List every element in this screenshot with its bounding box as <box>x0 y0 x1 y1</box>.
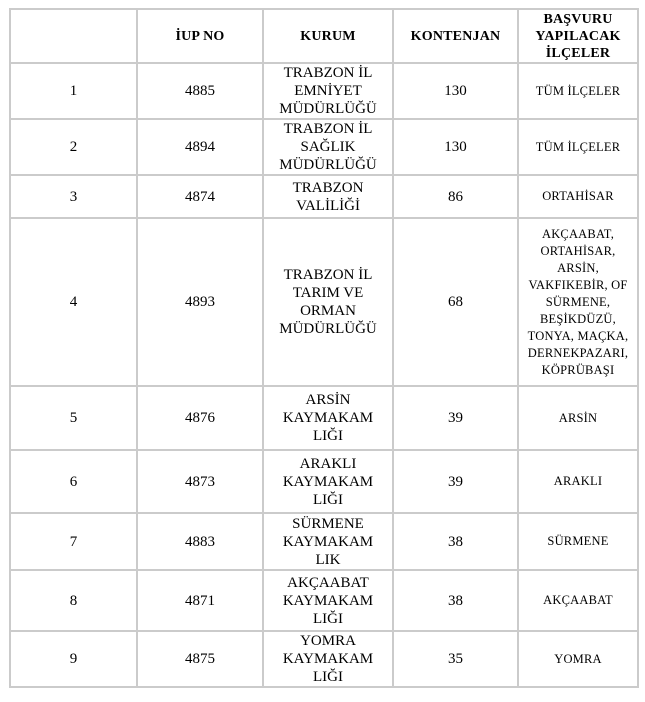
kontenjan-cell: 35 <box>392 630 519 688</box>
kurum-cell: TRABZON VALİLİĞİ <box>262 174 394 219</box>
kontenjan-cell: 38 <box>392 569 519 632</box>
row-number-cell: 4 <box>9 217 138 387</box>
row-number-cell: 5 <box>9 385 138 451</box>
row-number-cell: 7 <box>9 512 138 571</box>
iup-no-cell: 4894 <box>136 118 264 176</box>
ilceler-cell: ARAKLI <box>517 449 639 514</box>
header-row: İUP NO KURUM KONTENJAN BAŞVURU YAPILACAK… <box>9 8 639 64</box>
table-row: 4 4893 TRABZON İL TARIM VE ORMAN MÜDÜRLÜ… <box>9 217 639 387</box>
ilceler-cell: TÜM İLÇELER <box>517 118 639 176</box>
internship-quota-table: İUP NO KURUM KONTENJAN BAŞVURU YAPILACAK… <box>9 8 639 688</box>
kurum-cell: ARAKLI KAYMAKAM LIĞI <box>262 449 394 514</box>
ilceler-cell: ARSİN <box>517 385 639 451</box>
kontenjan-cell: 130 <box>392 118 519 176</box>
row-number-cell: 6 <box>9 449 138 514</box>
table-row: 5 4876 ARSİN KAYMAKAM LIĞI 39 ARSİN <box>9 385 639 451</box>
iup-no-cell: 4883 <box>136 512 264 571</box>
table-row: 3 4874 TRABZON VALİLİĞİ 86 ORTAHİSAR <box>9 174 639 219</box>
table-row: 7 4883 SÜRMENE KAYMAKAM LIK 38 SÜRMENE <box>9 512 639 571</box>
kontenjan-cell: 86 <box>392 174 519 219</box>
header-kurum: KURUM <box>262 8 394 64</box>
kontenjan-cell: 68 <box>392 217 519 387</box>
iup-no-cell: 4875 <box>136 630 264 688</box>
table-row: 1 4885 TRABZON İL EMNİYET MÜDÜRLÜĞÜ 130 … <box>9 62 639 120</box>
row-number-cell: 8 <box>9 569 138 632</box>
table-header: İUP NO KURUM KONTENJAN BAŞVURU YAPILACAK… <box>9 8 639 64</box>
kurum-cell: ARSİN KAYMAKAM LIĞI <box>262 385 394 451</box>
header-blank-cell <box>9 8 138 64</box>
kontenjan-cell: 39 <box>392 449 519 514</box>
table-row: 6 4873 ARAKLI KAYMAKAM LIĞI 39 ARAKLI <box>9 449 639 514</box>
ilceler-cell: AKÇAABAT <box>517 569 639 632</box>
kontenjan-cell: 130 <box>392 62 519 120</box>
row-number-cell: 2 <box>9 118 138 176</box>
ilceler-cell: ORTAHİSAR <box>517 174 639 219</box>
iup-no-cell: 4873 <box>136 449 264 514</box>
ilceler-cell: SÜRMENE <box>517 512 639 571</box>
header-iup-no: İUP NO <box>136 8 264 64</box>
kurum-cell: TRABZON İL TARIM VE ORMAN MÜDÜRLÜĞÜ <box>262 217 394 387</box>
kontenjan-cell: 39 <box>392 385 519 451</box>
row-number-cell: 3 <box>9 174 138 219</box>
row-number-cell: 1 <box>9 62 138 120</box>
kurum-cell: SÜRMENE KAYMAKAM LIK <box>262 512 394 571</box>
iup-no-cell: 4876 <box>136 385 264 451</box>
iup-no-cell: 4885 <box>136 62 264 120</box>
ilceler-cell: TÜM İLÇELER <box>517 62 639 120</box>
kurum-cell: YOMRA KAYMAKAM LIĞI <box>262 630 394 688</box>
iup-no-cell: 4893 <box>136 217 264 387</box>
ilceler-cell: YOMRA <box>517 630 639 688</box>
kurum-cell: AKÇAABAT KAYMAKAM LIĞI <box>262 569 394 632</box>
table-row: 8 4871 AKÇAABAT KAYMAKAM LIĞI 38 AKÇAABA… <box>9 569 639 632</box>
iup-no-cell: 4874 <box>136 174 264 219</box>
row-number-cell: 9 <box>9 630 138 688</box>
iup-no-cell: 4871 <box>136 569 264 632</box>
kontenjan-cell: 38 <box>392 512 519 571</box>
ilceler-cell: AKÇAABAT, ORTAHİSAR, ARSİN, VAKFIKEBİR, … <box>517 217 639 387</box>
table-body: 1 4885 TRABZON İL EMNİYET MÜDÜRLÜĞÜ 130 … <box>9 62 639 688</box>
kurum-cell: TRABZON İL SAĞLIK MÜDÜRLÜĞÜ <box>262 118 394 176</box>
header-ilceler: BAŞVURU YAPILACAK İLÇELER <box>517 8 639 64</box>
header-kontenjan: KONTENJAN <box>392 8 519 64</box>
table-row: 9 4875 YOMRA KAYMAKAM LIĞI 35 YOMRA <box>9 630 639 688</box>
kurum-cell: TRABZON İL EMNİYET MÜDÜRLÜĞÜ <box>262 62 394 120</box>
table-row: 2 4894 TRABZON İL SAĞLIK MÜDÜRLÜĞÜ 130 T… <box>9 118 639 176</box>
